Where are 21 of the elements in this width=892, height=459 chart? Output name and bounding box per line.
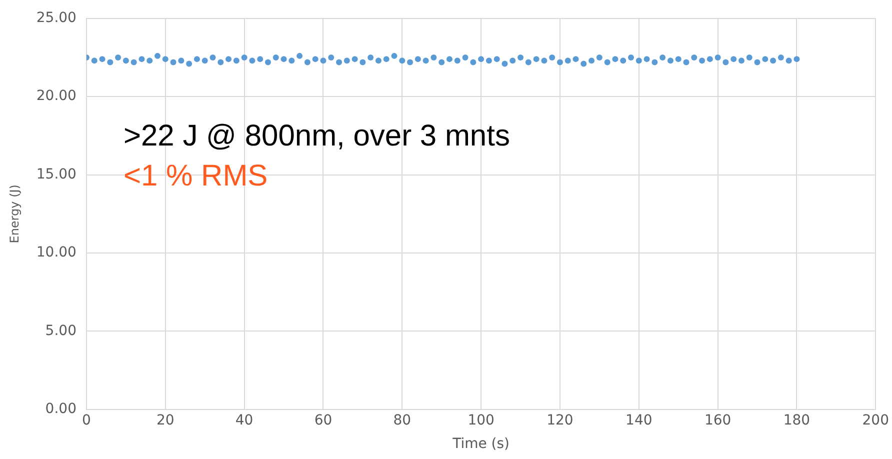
x-tick-label: 40	[235, 412, 254, 428]
x-tick-label: 180	[783, 412, 810, 428]
y-tick-label: 5.00	[45, 322, 76, 339]
y-tick-label: 10.00	[36, 244, 76, 261]
x-tick-label: 160	[704, 412, 732, 428]
x-tick-label: 100	[468, 412, 494, 428]
x-tick-label: 200	[862, 412, 890, 428]
annotation: >22 J @ 800nm, over 3 mnts	[123, 119, 510, 152]
x-tick-label: 120	[546, 412, 574, 428]
x-tick-label: 20	[156, 412, 174, 428]
y-axis-title: Energy (J)	[7, 184, 22, 244]
x-tick-label: 80	[393, 412, 412, 428]
y-tick-label: 25.00	[36, 10, 76, 26]
x-axis-title: Time (s)	[452, 436, 510, 452]
annotation: <1 % RMS	[123, 159, 268, 192]
y-tick-label: 20.00	[36, 88, 76, 104]
y-tick-label: 15.00	[36, 166, 76, 182]
x-tick-label: 60	[314, 412, 332, 428]
x-tick-label: 140	[626, 412, 652, 428]
y-tick-label: 0.00	[45, 401, 76, 418]
x-tick-label: 0	[82, 412, 91, 428]
